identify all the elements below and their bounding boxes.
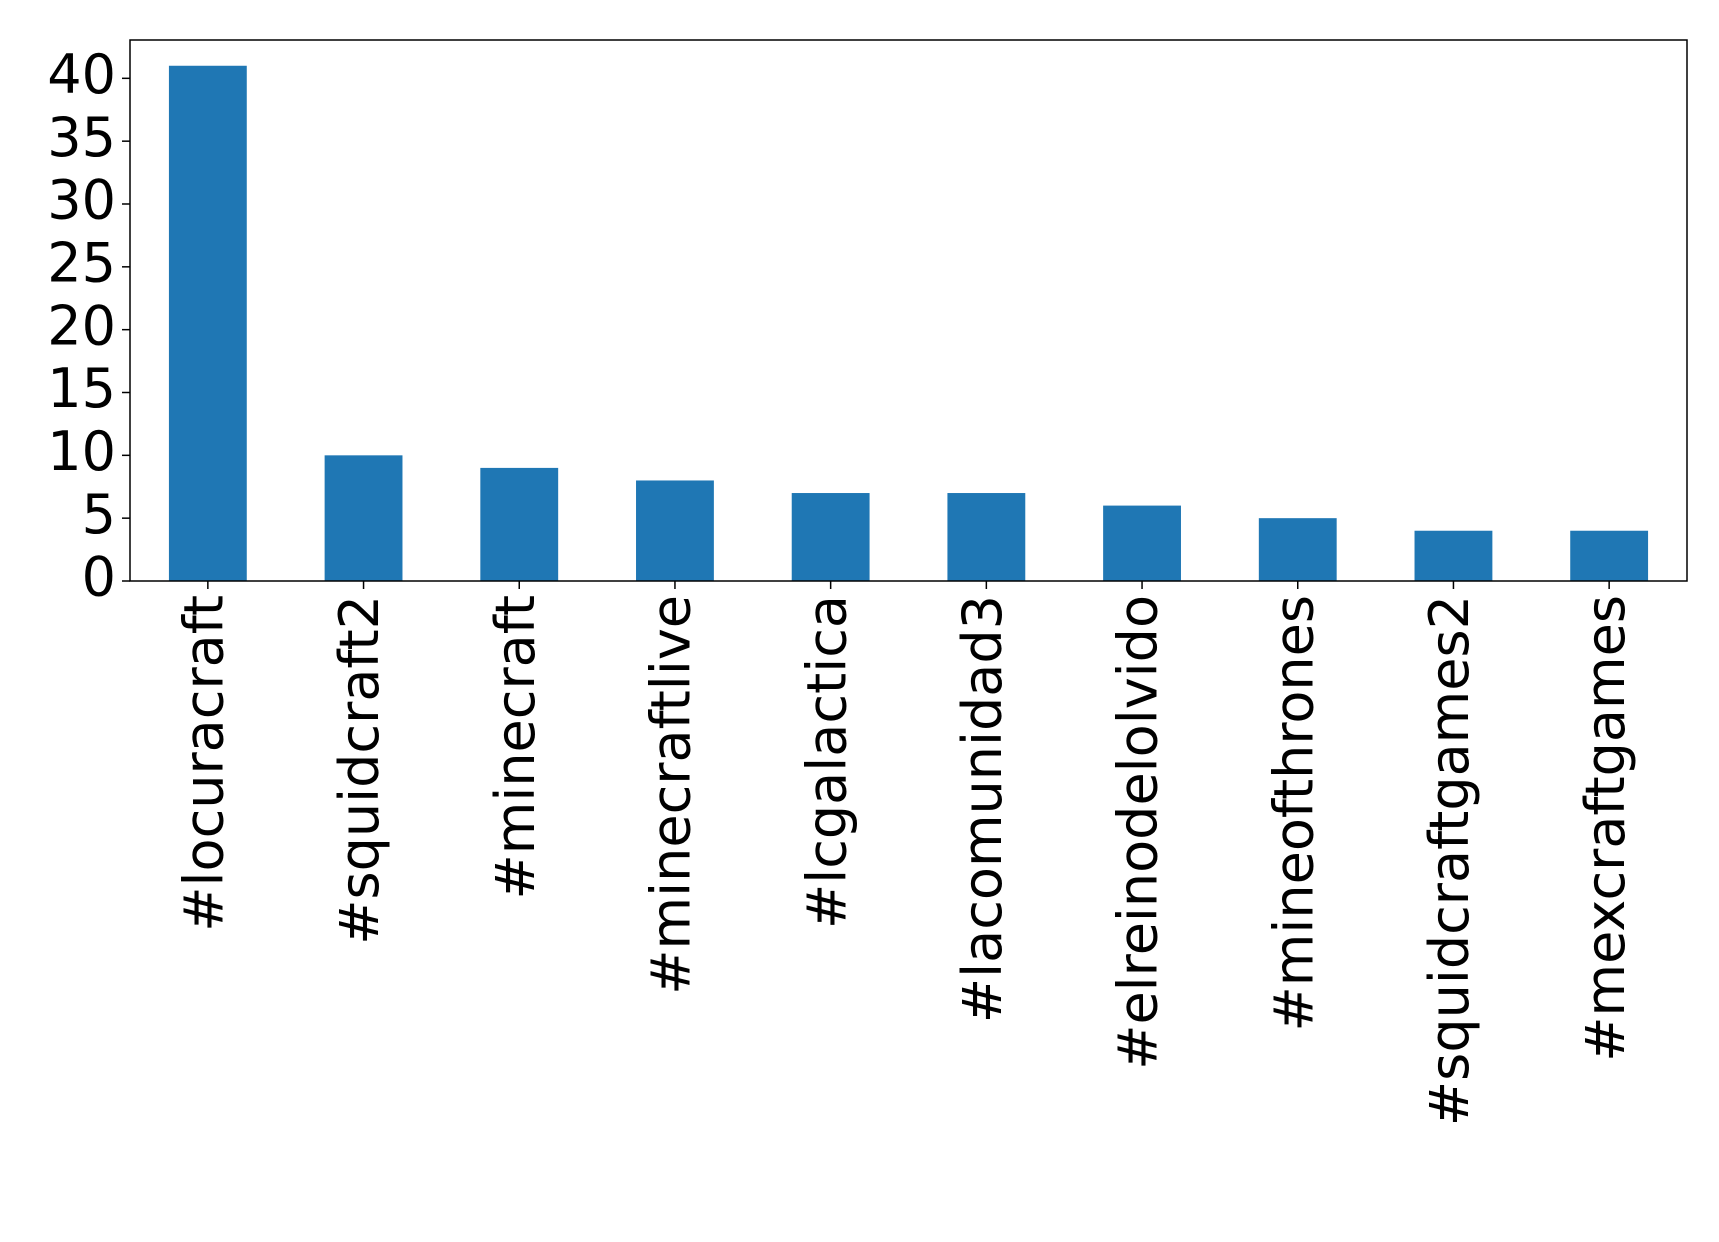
y-tick-label: 10 [47,420,116,483]
x-tick-label: #minecraftlive [640,595,703,995]
y-tick-label: 30 [47,169,116,232]
y-tick-label: 0 [82,546,116,609]
x-tick-label: #mineofthrones [1262,595,1325,1031]
bar [1103,505,1181,581]
x-tick-label: #locuracraft [172,595,235,932]
y-tick-label: 40 [47,43,116,106]
bar [480,467,559,581]
x-tick-label: #squidcraftgames2 [1418,595,1481,1126]
y-tick-label: 5 [82,483,116,546]
bar [947,493,1026,581]
bar [636,480,714,581]
bar [1570,530,1649,581]
y-tick-label: 20 [47,294,116,357]
x-tick-label: #minecraft [484,595,547,900]
bar [168,65,247,581]
bar [1414,530,1493,581]
x-tick-label: #mexcraftgames [1574,595,1637,1062]
y-tick-label: 15 [47,357,116,420]
y-tick-label: 25 [47,231,116,294]
x-tick-label: #squidcraft2 [328,595,391,945]
bar [791,493,870,581]
x-tick-label: #elreinodelolvido [1107,595,1170,1070]
x-tick-label: #lacomunidad3 [951,595,1014,1023]
bar [324,455,403,581]
x-tick-label: #lcgalactica [795,595,858,929]
plot-frame [129,39,1688,582]
y-tick-label: 35 [47,106,116,169]
bar [1258,518,1337,581]
